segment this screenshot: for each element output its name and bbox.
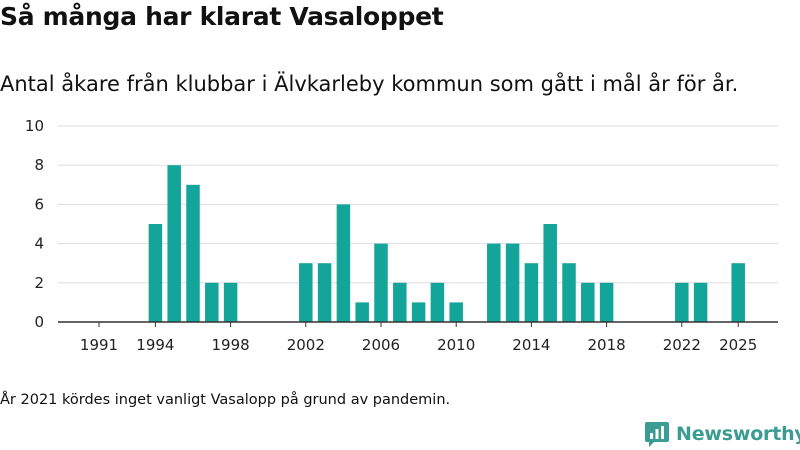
bar-2012 bbox=[487, 243, 501, 322]
y-tick-label: 10 bbox=[25, 117, 44, 135]
x-tick-label: 2010 bbox=[437, 336, 475, 354]
bar-1994 bbox=[148, 224, 163, 322]
bar-2023 bbox=[693, 282, 708, 322]
bar-2025 bbox=[731, 263, 745, 322]
chart-title: Så många har klarat Vasaloppet bbox=[0, 2, 444, 31]
bars bbox=[148, 165, 745, 322]
bar-2016 bbox=[562, 263, 576, 322]
y-tick-label: 8 bbox=[34, 156, 44, 174]
bar-chart: 0 2 4 6 8 10 1991 1994 1998 2002 2006 2010 2014 2018… bbox=[25, 117, 778, 354]
bar-1997 bbox=[205, 282, 219, 322]
bar-1996 bbox=[186, 184, 200, 322]
x-tick-label: 2002 bbox=[287, 336, 325, 354]
brand-name: Newsworthy bbox=[676, 423, 800, 445]
newsworthy-logo-icon bbox=[645, 422, 669, 447]
bar-2002 bbox=[299, 263, 313, 322]
bar-2018 bbox=[599, 282, 614, 322]
bar-2003 bbox=[317, 263, 332, 322]
bar-1998 bbox=[223, 282, 238, 322]
x-tick-label: 2022 bbox=[663, 336, 701, 354]
bar-2013 bbox=[505, 243, 520, 322]
y-axis-ticks: 0 2 4 6 8 10 bbox=[25, 117, 44, 331]
brand-logo[interactable]: Newsworthy bbox=[644, 420, 800, 448]
gridlines bbox=[58, 125, 778, 284]
x-tick-label: 1998 bbox=[212, 336, 250, 354]
x-axis-ticks: 1991 1994 1998 2002 2006 2010 2014 2018 2022 2025 bbox=[80, 322, 757, 354]
x-tick-label: 2025 bbox=[719, 336, 757, 354]
bar-2022 bbox=[675, 282, 689, 322]
bar-1995 bbox=[167, 165, 181, 322]
y-tick-label: 0 bbox=[34, 313, 44, 331]
x-tick-label: 2018 bbox=[588, 336, 626, 354]
x-tick-label: 2006 bbox=[362, 336, 400, 354]
bar-2004 bbox=[336, 204, 351, 322]
bar-2005 bbox=[355, 302, 369, 322]
bar-2010 bbox=[449, 302, 463, 322]
bar-2009 bbox=[430, 282, 445, 322]
bar-2015 bbox=[543, 224, 557, 322]
bar-2007 bbox=[393, 282, 407, 322]
y-tick-label: 4 bbox=[34, 235, 44, 253]
chart-subtitle: Antal åkare från klubbar i Älvkarleby ko… bbox=[0, 72, 739, 96]
x-tick-label: 1991 bbox=[80, 336, 118, 354]
y-tick-label: 2 bbox=[34, 274, 44, 292]
footnote: År 2021 kördes inget vanligt Vasalopp på… bbox=[0, 392, 451, 408]
bar-2006 bbox=[374, 243, 388, 322]
x-tick-label: 2014 bbox=[512, 336, 550, 354]
bar-2014 bbox=[524, 263, 539, 322]
y-tick-label: 6 bbox=[34, 195, 44, 213]
bar-2008 bbox=[411, 302, 426, 322]
x-tick-label: 1994 bbox=[136, 336, 174, 354]
bar-2017 bbox=[581, 282, 595, 322]
